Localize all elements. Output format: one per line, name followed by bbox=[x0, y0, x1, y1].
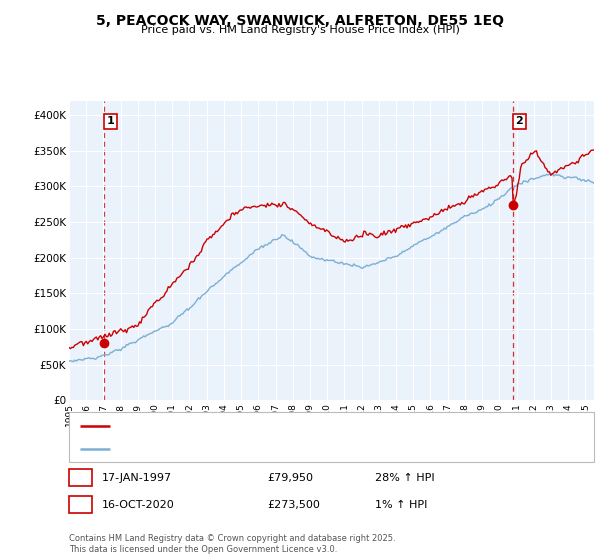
Text: Price paid vs. HM Land Registry's House Price Index (HPI): Price paid vs. HM Land Registry's House … bbox=[140, 25, 460, 35]
Text: Contains HM Land Registry data © Crown copyright and database right 2025.
This d: Contains HM Land Registry data © Crown c… bbox=[69, 534, 395, 554]
Text: 17-JAN-1997: 17-JAN-1997 bbox=[102, 473, 172, 483]
Text: 5, PEACOCK WAY, SWANWICK, ALFRETON, DE55 1EQ (detached house): 5, PEACOCK WAY, SWANWICK, ALFRETON, DE55… bbox=[114, 421, 482, 431]
Text: 1: 1 bbox=[107, 116, 115, 127]
Text: 1: 1 bbox=[77, 473, 84, 483]
Text: 5, PEACOCK WAY, SWANWICK, ALFRETON, DE55 1EQ: 5, PEACOCK WAY, SWANWICK, ALFRETON, DE55… bbox=[96, 14, 504, 28]
Text: 16-OCT-2020: 16-OCT-2020 bbox=[102, 500, 175, 510]
Text: 2: 2 bbox=[515, 116, 523, 127]
Text: HPI: Average price, detached house, Amber Valley: HPI: Average price, detached house, Ambe… bbox=[114, 445, 376, 454]
Text: £273,500: £273,500 bbox=[267, 500, 320, 510]
Text: 1% ↑ HPI: 1% ↑ HPI bbox=[375, 500, 427, 510]
Text: 28% ↑ HPI: 28% ↑ HPI bbox=[375, 473, 434, 483]
Text: 2: 2 bbox=[77, 500, 84, 510]
Text: £79,950: £79,950 bbox=[267, 473, 313, 483]
